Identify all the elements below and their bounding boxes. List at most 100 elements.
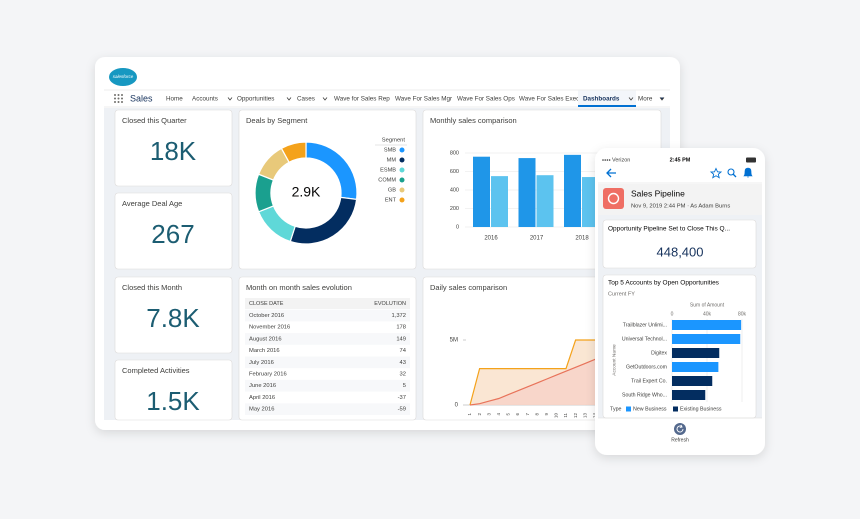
table-row-bg <box>245 309 410 322</box>
x-tick-label: 80k <box>738 311 747 317</box>
legend-label: COMM <box>378 177 396 183</box>
x-tick-label: 8 <box>534 413 539 416</box>
phone-subtitle: Nov 9, 2019 2:44 PM · As Adam Burns <box>631 204 730 210</box>
x-axis-label: Sum of Amount <box>690 302 725 308</box>
x-tick-label: 40k <box>703 311 712 317</box>
legend-swatch <box>626 406 631 412</box>
nav-tab[interactable]: Accounts <box>192 96 218 103</box>
app-launcher-dot <box>117 97 120 100</box>
table-row-bg <box>245 403 410 415</box>
table-row-bg <box>245 356 410 369</box>
x-tick-label: 2 <box>477 413 482 416</box>
active-tab-bg <box>578 90 636 107</box>
x-tick-label: 6 <box>515 413 520 416</box>
nav-tab[interactable]: Dashboards <box>583 96 620 103</box>
tab-chevron[interactable] <box>628 97 634 101</box>
refresh-label: Refresh <box>671 437 689 443</box>
refresh-button[interactable] <box>674 423 686 435</box>
bar <box>518 158 536 227</box>
logo-cloud <box>109 68 137 86</box>
refresh-glyph <box>676 424 684 433</box>
search-icon[interactable] <box>727 168 735 176</box>
metric-card <box>114 109 233 187</box>
x-tick-label: 0 <box>671 311 674 317</box>
metric-title: Completed Activities <box>122 366 190 375</box>
table-header: EVOLUTION <box>374 301 406 307</box>
table-row-bg <box>245 379 410 392</box>
y-tick-label: Universal Technol... <box>622 336 667 342</box>
legend-swatch <box>673 406 678 412</box>
nav-tab[interactable]: Wave For Sales Ops <box>457 96 515 103</box>
phone-header-bg <box>598 184 762 215</box>
nav-tab[interactable]: Wave For Sales Exec <box>519 96 579 103</box>
legend-label: New Business <box>633 406 667 412</box>
y-tick-label: 5M <box>450 338 458 344</box>
bar <box>672 320 742 330</box>
x-tick-label: 1 <box>467 413 472 416</box>
nav-tab[interactable]: More <box>638 96 653 103</box>
metric-value: 7.8K <box>146 303 200 333</box>
metric-value: 1.5K <box>146 386 200 416</box>
donut-center-label: 2.9K <box>292 184 321 200</box>
x-tick-label: 3 <box>486 413 491 416</box>
x-tick-label: 13 <box>582 413 587 419</box>
y-tick-label: 600 <box>450 169 459 175</box>
nav-tab[interactable]: Wave for Sales Rep <box>334 96 390 103</box>
nav-tab[interactable]: Cases <box>297 96 315 103</box>
app-launcher-dot <box>117 94 120 96</box>
x-tick-label: 14 <box>592 413 597 419</box>
x-tick-label: 12 <box>573 413 578 419</box>
table-cell: -59 <box>398 407 406 413</box>
legend-swatch <box>399 147 405 153</box>
x-tick-label: 9 <box>544 413 549 416</box>
table-cell: June 2016 <box>249 383 276 389</box>
y-tick-label: Trail Expert Co. <box>631 378 667 384</box>
metric-value: 267 <box>151 219 194 249</box>
bar <box>491 176 508 227</box>
bar <box>672 390 706 400</box>
x-tick-label: 10 <box>554 413 559 419</box>
tab-chevron[interactable] <box>322 97 328 101</box>
legend-label: Existing Business <box>680 406 722 412</box>
legend-swatch <box>399 167 405 173</box>
bar <box>582 177 599 227</box>
star-icon[interactable] <box>709 167 723 179</box>
table-cell: 1,372 <box>391 313 406 319</box>
app-launcher-dot <box>121 97 123 100</box>
app-launcher-dot <box>114 97 116 100</box>
tab-chevron[interactable] <box>659 97 665 101</box>
y-tick-label: South Ridge Who... <box>622 392 667 398</box>
chart-title: Monthly sales comparison <box>430 116 517 125</box>
legend-swatch <box>399 187 405 193</box>
bar <box>672 348 720 358</box>
table-cell: October 2016 <box>249 313 284 319</box>
table-cell: April 2016 <box>249 395 275 401</box>
back-arrow[interactable] <box>606 168 616 178</box>
metric-card <box>114 276 233 354</box>
app-launcher-dot <box>114 94 116 96</box>
y-axis-label: Account Name <box>611 344 617 376</box>
table-cell: November 2016 <box>249 325 290 331</box>
metric-title: Closed this Quarter <box>122 116 187 125</box>
chart-title: Top 5 Accounts by Open Opportunities <box>608 280 720 287</box>
nav-tab[interactable]: Wave For Sales Mgr <box>395 96 452 103</box>
bell-icon[interactable] <box>743 167 753 178</box>
nav-tab[interactable]: Opportunities <box>237 96 274 103</box>
table-cell: February 2016 <box>249 372 287 378</box>
bar <box>536 175 554 227</box>
table-header-bg <box>245 298 410 309</box>
y-tick-label: 400 <box>450 187 459 193</box>
tab-chevron[interactable] <box>227 97 233 101</box>
battery <box>746 157 756 163</box>
kpi-title: Opportunity Pipeline Set to Close This Q… <box>608 226 730 233</box>
y-tick-label: GetOutdoors.com <box>626 364 667 370</box>
tab-chevron[interactable] <box>286 97 292 101</box>
legend-label: ENT <box>385 197 397 203</box>
legend-label: GB <box>388 187 396 193</box>
table-cell: 32 <box>400 372 406 378</box>
nav-tab[interactable]: Home <box>166 96 183 103</box>
x-tick-label: 5 <box>506 413 511 416</box>
y-tick-label: 0 <box>456 224 459 230</box>
legend-swatch <box>399 157 405 163</box>
